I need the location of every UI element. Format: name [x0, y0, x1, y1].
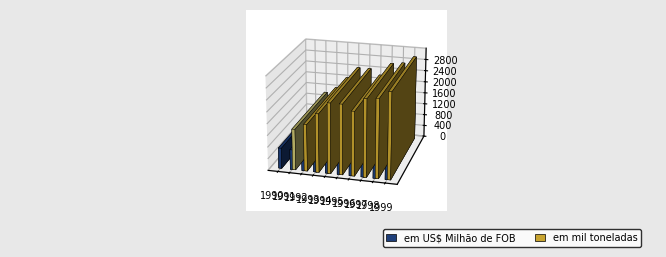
- Legend: em US$ Milhão de FOB, em mil toneladas: em US$ Milhão de FOB, em mil toneladas: [382, 229, 641, 247]
